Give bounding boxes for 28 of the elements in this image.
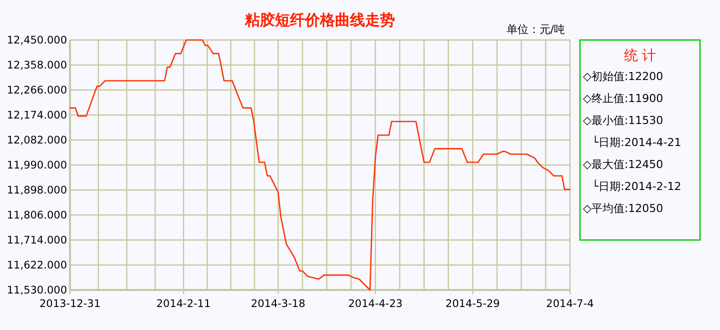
y-tick-label: 12,082.000: [6, 134, 67, 147]
text: ◇最大值:12450: [583, 158, 664, 171]
x-tick-label: 2014-2-11: [156, 298, 211, 310]
x-tick-label: 2014-7-4: [546, 298, 594, 310]
x-tick-label: 2014-4-23: [348, 298, 403, 310]
y-tick-label: 12,450.000: [6, 34, 67, 47]
line-series: [69, 39, 571, 291]
y-tick-label: 11,898.000: [6, 184, 67, 197]
text: └日期:2014-4-21: [592, 135, 682, 149]
y-tick-label: 12,266.000: [6, 84, 67, 97]
text: └日期:2014-2-12: [592, 179, 682, 193]
chart-title: 粘胶短纤价格曲线走势: [244, 11, 395, 29]
y-tick-label: 11,622.000: [6, 260, 67, 272]
y-tick-label: 11,714.000: [6, 234, 67, 247]
x-tick-label: 2014-3-18: [250, 298, 306, 310]
y-tick-label: 12,174.000: [6, 110, 67, 122]
text: 统 计: [624, 48, 656, 64]
y-tick-label: 12,358.000: [6, 60, 67, 72]
y-tick-label: 11,990.000: [6, 160, 67, 172]
text: ◇终止值:11900: [583, 92, 664, 105]
x-tick-label: 2014-5-29: [446, 298, 500, 310]
x-tick-label: 2013-12-31: [39, 298, 101, 310]
y-tick-label: 11,806.000: [6, 210, 67, 222]
text: ◇最小值:11530: [583, 114, 664, 127]
text: ◇平均值:12050: [583, 202, 664, 215]
y-tick-label: 11,530.000: [6, 284, 67, 297]
text: ◇初始值:12200: [583, 70, 664, 83]
y-axis-title: 单位：元/吨: [506, 23, 565, 36]
